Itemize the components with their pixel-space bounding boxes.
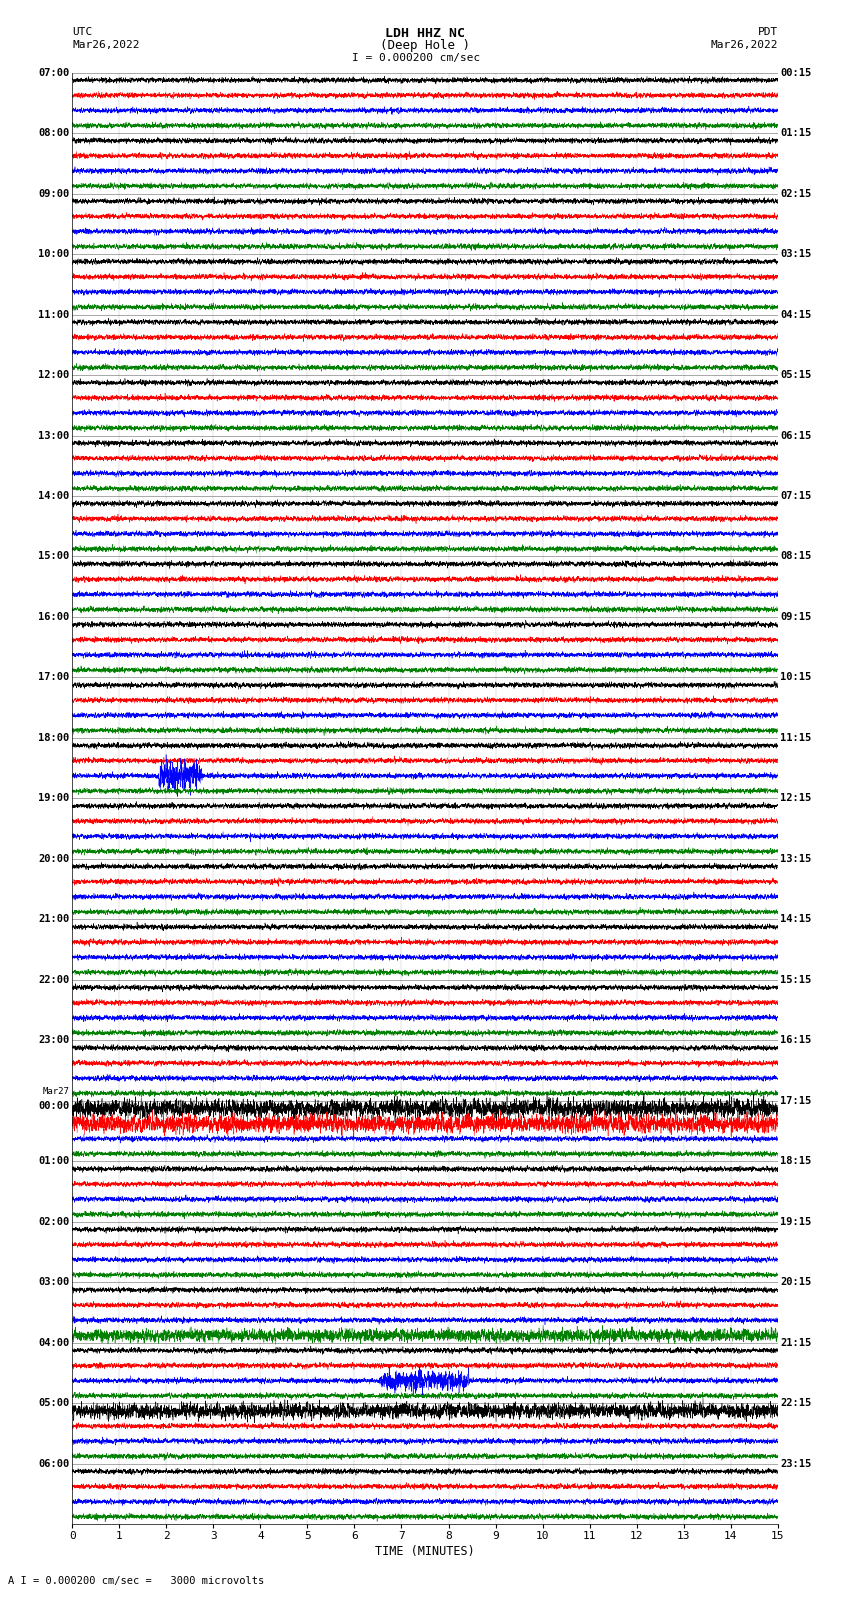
Text: 17:00: 17:00 <box>38 673 70 682</box>
Text: 17:15: 17:15 <box>780 1095 812 1107</box>
Text: 16:00: 16:00 <box>38 611 70 623</box>
Text: 15:00: 15:00 <box>38 552 70 561</box>
Text: Mar26,2022: Mar26,2022 <box>711 40 778 50</box>
Text: 11:15: 11:15 <box>780 732 812 744</box>
Text: 04:00: 04:00 <box>38 1337 70 1348</box>
Text: 18:00: 18:00 <box>38 732 70 744</box>
Text: UTC: UTC <box>72 27 93 37</box>
Text: 09:00: 09:00 <box>38 189 70 198</box>
Text: 01:00: 01:00 <box>38 1157 70 1166</box>
Text: 07:00: 07:00 <box>38 68 70 77</box>
Text: I = 0.000200 cm/sec: I = 0.000200 cm/sec <box>353 53 480 63</box>
Text: Mar26,2022: Mar26,2022 <box>72 40 139 50</box>
Text: 12:00: 12:00 <box>38 369 70 381</box>
Text: 02:15: 02:15 <box>780 189 812 198</box>
Text: 14:15: 14:15 <box>780 915 812 924</box>
Text: 10:15: 10:15 <box>780 673 812 682</box>
Text: 21:15: 21:15 <box>780 1337 812 1348</box>
Text: LDH HHZ NC: LDH HHZ NC <box>385 27 465 40</box>
Text: 03:00: 03:00 <box>38 1277 70 1287</box>
Text: 10:00: 10:00 <box>38 248 70 260</box>
Text: A I = 0.000200 cm/sec =   3000 microvolts: A I = 0.000200 cm/sec = 3000 microvolts <box>8 1576 264 1586</box>
Text: 01:15: 01:15 <box>780 127 812 139</box>
Text: (Deep Hole ): (Deep Hole ) <box>380 39 470 52</box>
Text: 05:00: 05:00 <box>38 1398 70 1408</box>
Text: 20:00: 20:00 <box>38 853 70 865</box>
Text: 08:00: 08:00 <box>38 127 70 139</box>
Text: 00:00: 00:00 <box>38 1100 70 1111</box>
Text: 03:15: 03:15 <box>780 248 812 260</box>
Text: 14:00: 14:00 <box>38 490 70 502</box>
Text: PDT: PDT <box>757 27 778 37</box>
Text: 22:15: 22:15 <box>780 1398 812 1408</box>
Text: 21:00: 21:00 <box>38 915 70 924</box>
X-axis label: TIME (MINUTES): TIME (MINUTES) <box>375 1545 475 1558</box>
Text: 08:15: 08:15 <box>780 552 812 561</box>
Text: 07:15: 07:15 <box>780 490 812 502</box>
Text: 15:15: 15:15 <box>780 974 812 986</box>
Text: 13:00: 13:00 <box>38 431 70 440</box>
Text: 05:15: 05:15 <box>780 369 812 381</box>
Text: 06:00: 06:00 <box>38 1458 70 1469</box>
Text: 16:15: 16:15 <box>780 1036 812 1045</box>
Text: 00:15: 00:15 <box>780 68 812 77</box>
Text: 13:15: 13:15 <box>780 853 812 865</box>
Text: 02:00: 02:00 <box>38 1216 70 1227</box>
Text: 09:15: 09:15 <box>780 611 812 623</box>
Text: 23:00: 23:00 <box>38 1036 70 1045</box>
Text: 20:15: 20:15 <box>780 1277 812 1287</box>
Text: 11:00: 11:00 <box>38 310 70 319</box>
Text: 19:00: 19:00 <box>38 794 70 803</box>
Text: 18:15: 18:15 <box>780 1157 812 1166</box>
Text: Mar27: Mar27 <box>42 1087 70 1097</box>
Text: 19:15: 19:15 <box>780 1216 812 1227</box>
Text: 06:15: 06:15 <box>780 431 812 440</box>
Text: 22:00: 22:00 <box>38 974 70 986</box>
Text: 04:15: 04:15 <box>780 310 812 319</box>
Text: 12:15: 12:15 <box>780 794 812 803</box>
Text: 23:15: 23:15 <box>780 1458 812 1469</box>
